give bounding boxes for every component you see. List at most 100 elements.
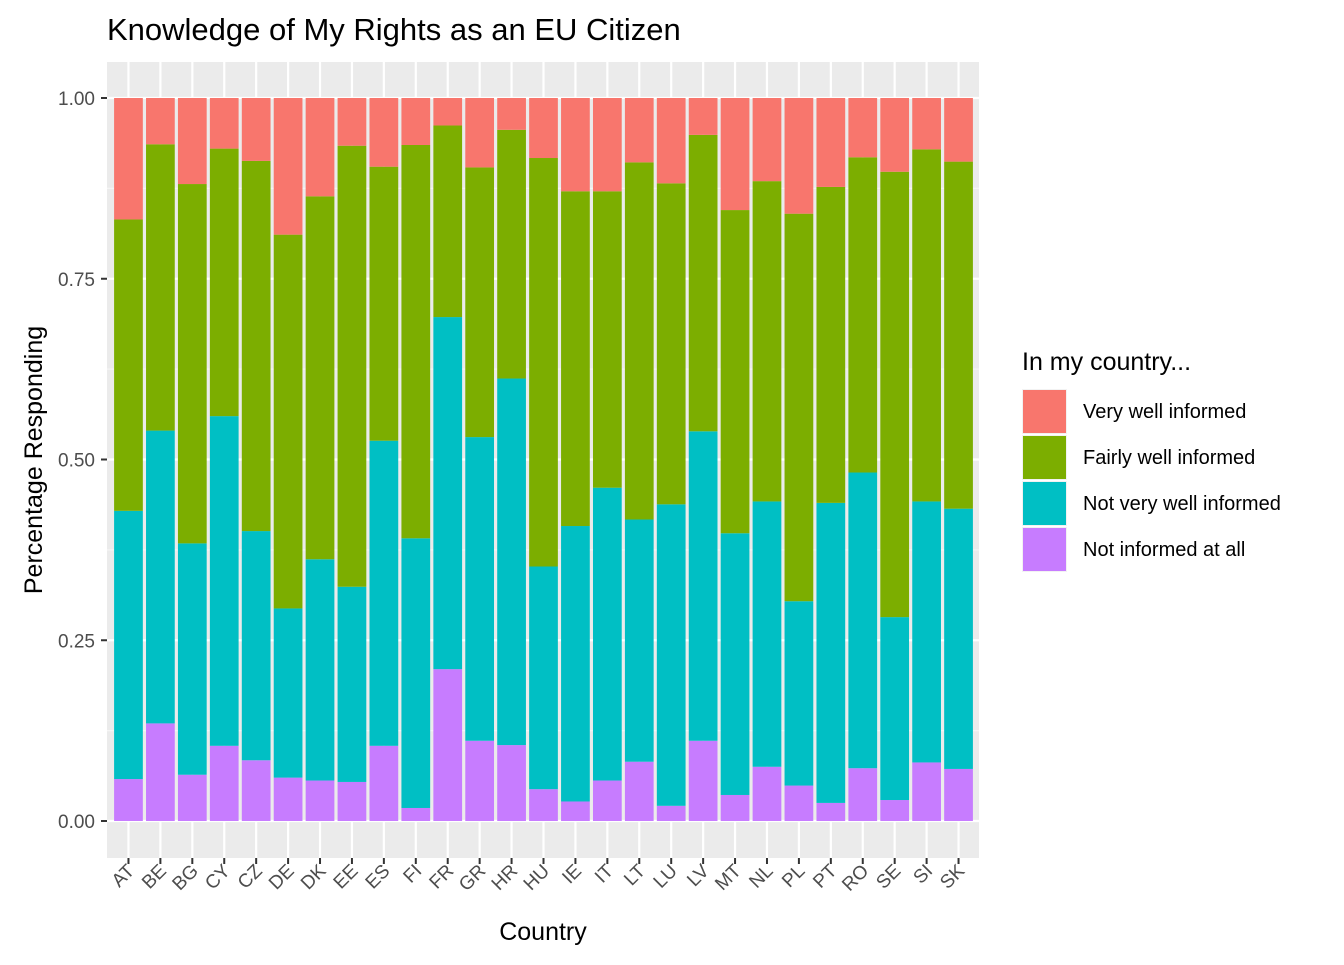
bar-FI-fairly-well-informed: [401, 144, 431, 539]
bar-FI-very-well-informed: [401, 98, 431, 145]
bar-SE-very-well-informed: [880, 98, 910, 172]
bar-HR-very-well-informed: [497, 98, 526, 130]
bar-SK-not-informed-at-all: [944, 768, 973, 821]
bar-LT-very-well-informed: [624, 98, 654, 163]
bar-SE-fairly-well-informed: [880, 171, 910, 618]
bar-AT-not-very-well-informed: [114, 510, 143, 780]
bar-BE-not-informed-at-all: [146, 723, 175, 821]
bars: [114, 98, 973, 821]
x-tick-label: CZ: [234, 860, 267, 893]
x-tick-label: DE: [265, 861, 299, 895]
bar-PL-fairly-well-informed: [784, 213, 814, 602]
bar-GR-not-informed-at-all: [465, 740, 495, 821]
bar-DK-fairly-well-informed: [305, 196, 335, 560]
x-tick-label: DK: [297, 860, 331, 894]
bar-IT-not-informed-at-all: [592, 780, 622, 821]
bar-IT-fairly-well-informed: [592, 191, 622, 488]
bar-HU-not-informed-at-all: [529, 789, 558, 821]
bar-BE-fairly-well-informed: [146, 144, 175, 431]
bar-DE-not-informed-at-all: [273, 777, 303, 821]
x-tick-label: RO: [838, 861, 873, 896]
bar-LU-not-very-well-informed: [656, 504, 686, 806]
x-tick-label: LU: [650, 861, 682, 893]
x-axis-label: Country: [499, 918, 587, 946]
bar-PT-very-well-informed: [816, 98, 846, 187]
y-tick-label: 0.50: [58, 451, 95, 472]
bar-LT-not-very-well-informed: [624, 519, 654, 762]
bar-SE-not-very-well-informed: [880, 617, 910, 801]
bar-BG-not-informed-at-all: [177, 774, 207, 821]
bar-SI-fairly-well-informed: [912, 149, 941, 502]
bar-DK-not-very-well-informed: [305, 559, 335, 781]
bar-FR-very-well-informed: [433, 98, 463, 126]
legend: In my country... Very well informed Fairl…: [1022, 348, 1281, 572]
bar-RO-not-very-well-informed: [848, 472, 878, 769]
bar-NL-not-very-well-informed: [752, 501, 782, 767]
bar-CZ-fairly-well-informed: [241, 160, 271, 532]
bar-IT-not-very-well-informed: [592, 487, 622, 781]
x-tick-label: IE: [558, 861, 586, 889]
y-tick-label: 0.00: [58, 812, 95, 833]
bar-LU-not-informed-at-all: [656, 805, 686, 821]
bar-LU-fairly-well-informed: [656, 183, 686, 505]
bar-DE-not-very-well-informed: [273, 608, 303, 778]
bar-LT-not-informed-at-all: [624, 761, 654, 821]
legend-title: In my country...: [1022, 348, 1191, 376]
bar-DE-fairly-well-informed: [273, 234, 303, 609]
bar-BG-fairly-well-informed: [177, 184, 207, 544]
bar-CZ-not-informed-at-all: [241, 760, 271, 821]
bar-GR-very-well-informed: [465, 98, 495, 168]
legend-label: Fairly well informed: [1083, 447, 1255, 469]
bar-FI-not-informed-at-all: [401, 807, 431, 821]
bar-ES-not-very-well-informed: [369, 440, 399, 746]
bar-CY-not-very-well-informed: [209, 416, 239, 746]
bar-NL-fairly-well-informed: [752, 181, 782, 502]
x-tick-label: ES: [362, 861, 395, 894]
bar-SK-not-very-well-informed: [944, 508, 973, 769]
x-tick-label: SE: [872, 861, 905, 894]
bar-SI-very-well-informed: [912, 98, 941, 150]
x-tick-label: BG: [169, 861, 203, 895]
bar-MT-fairly-well-informed: [720, 210, 750, 534]
bar-HR-not-informed-at-all: [497, 745, 526, 821]
bar-MT-very-well-informed: [720, 98, 750, 211]
bar-ES-fairly-well-informed: [369, 166, 399, 441]
bar-FI-not-very-well-informed: [401, 538, 431, 808]
bar-BE-very-well-informed: [146, 98, 175, 145]
bar-AT-very-well-informed: [114, 98, 143, 220]
chart-title: Knowledge of My Rights as an EU Citizen: [107, 12, 681, 47]
x-tick-label: GR: [455, 861, 490, 896]
y-axis: 0.00 0.25 0.50 0.75 1.00: [58, 89, 107, 833]
bar-IE-fairly-well-informed: [561, 191, 590, 527]
x-tick-label: IT: [591, 860, 618, 887]
x-tick-label: FI: [400, 861, 427, 888]
bar-BG-very-well-informed: [177, 98, 207, 185]
bar-BE-not-very-well-informed: [146, 430, 175, 724]
legend-key-very-well-informed: [1023, 390, 1066, 433]
bar-AT-not-informed-at-all: [114, 779, 143, 821]
bar-AT-fairly-well-informed: [114, 219, 143, 511]
bar-LV-fairly-well-informed: [688, 134, 718, 432]
bar-NL-not-informed-at-all: [752, 766, 782, 821]
bar-PL-not-very-well-informed: [784, 601, 814, 786]
bar-IE-not-informed-at-all: [561, 801, 590, 821]
bar-DK-very-well-informed: [305, 98, 335, 197]
bar-GR-not-very-well-informed: [465, 437, 495, 741]
bar-CZ-not-very-well-informed: [241, 531, 271, 761]
y-tick-label: 0.75: [58, 270, 95, 291]
bar-CZ-very-well-informed: [241, 98, 271, 161]
legend-label: Not informed at all: [1083, 539, 1245, 561]
x-tick-label: LT: [620, 860, 650, 890]
bar-CY-fairly-well-informed: [209, 148, 239, 417]
bar-SI-not-informed-at-all: [912, 762, 941, 821]
x-tick-label: LV: [683, 860, 714, 891]
x-tick-label: PT: [809, 860, 841, 892]
bar-LT-fairly-well-informed: [624, 162, 654, 520]
x-tick-label: CY: [201, 860, 235, 894]
x-tick-label: EE: [330, 861, 363, 894]
bar-HU-very-well-informed: [529, 98, 558, 159]
x-tick-label: NL: [745, 861, 777, 893]
x-tick-label: HU: [520, 861, 554, 895]
